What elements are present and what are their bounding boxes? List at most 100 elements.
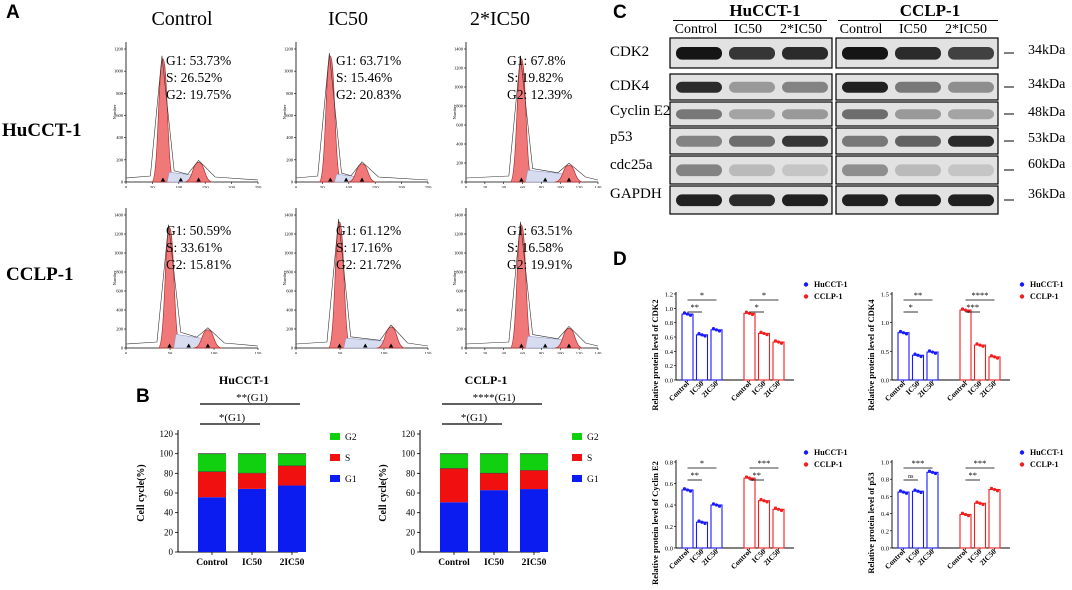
legend-label: CCLP-1 [1030, 460, 1058, 469]
gate-marker [167, 343, 172, 348]
y-tick-label: 0.6 [665, 481, 674, 488]
x-tick-label: 150 [425, 351, 433, 354]
y-tick-label: 800 [286, 270, 294, 275]
data-point [916, 353, 920, 357]
data-point [688, 313, 693, 317]
bar-g2 [480, 453, 508, 474]
blot-band [842, 164, 888, 177]
kda-label-cdk2: 34kDa [1028, 43, 1066, 58]
legend-label: G2 [345, 433, 357, 443]
stat-g2: G2: 20.83% [336, 87, 402, 102]
g1-peak [509, 58, 533, 183]
row-head-cclp1: CCLP-1 [6, 264, 74, 285]
stat-g1: G1: 50.59% [166, 223, 232, 238]
protein-label-gapdh: GAPDH [610, 186, 662, 202]
bar-hucct-1 [695, 334, 709, 381]
lane-label-2ic50-1: 2*IC50 [780, 22, 822, 37]
legend-label: S [587, 454, 592, 464]
significance-label: ****(G1) [473, 392, 516, 404]
legend-marker [803, 450, 809, 455]
legend-label: HuCCT-1 [1030, 448, 1064, 457]
data-point [898, 489, 903, 493]
y-tick-label: 1.0 [881, 320, 889, 327]
bar-g1 [440, 502, 468, 552]
y-tick-label: 600 [116, 113, 124, 118]
legend-marker [803, 462, 809, 467]
data-point [927, 469, 932, 473]
y-tick-label: 40 [164, 508, 174, 518]
fit-envelope [125, 224, 259, 347]
y-tick-label: 1400 [454, 213, 464, 218]
histogram-hucct-1-2: 0 200 400 600 800 1000 1200 1400 0 20 40 60 80 100 120… [452, 42, 602, 188]
blot-band [842, 109, 888, 120]
data-point [989, 486, 994, 490]
x-tick-label: 200 [228, 185, 236, 188]
blot-band [729, 194, 775, 207]
data-point [978, 343, 982, 347]
data-point [904, 491, 909, 495]
y-tick-label: 200 [456, 161, 464, 166]
blot-band [948, 109, 994, 120]
y-tick-label: 80 [164, 468, 174, 478]
gate-marker [363, 343, 368, 348]
legend-swatch-s [330, 454, 340, 461]
bar-s [238, 473, 266, 489]
legend-label: HuCCT-1 [814, 448, 848, 457]
significance-label: ** [969, 470, 978, 480]
data-point [717, 504, 722, 508]
blot-band [782, 109, 828, 120]
gate-marker [519, 343, 524, 348]
g1-peak [151, 58, 175, 183]
bar-cclp-1 [743, 312, 756, 381]
kda-label-cdk4: 34kDa [1028, 77, 1066, 92]
bar-cclp-1 [772, 508, 785, 549]
significance-label: ** [691, 470, 700, 480]
x-tick-label: 20 [483, 351, 488, 354]
data-point [975, 500, 979, 504]
y-tick-label: 20 [164, 527, 174, 537]
y-tick-label: 1200 [454, 232, 464, 237]
g2-peak [347, 163, 377, 183]
fit-envelope [295, 218, 429, 347]
stat-g1: G1: 63.71% [336, 53, 402, 68]
x-tick-label: 2IC50 [700, 547, 720, 567]
x-tick-label: 150 [255, 351, 263, 354]
x-tick-label: 50 [338, 351, 343, 354]
x-tick-label: 2IC50 [916, 379, 936, 399]
data-point [995, 489, 1000, 493]
y-tick-label: 600 [286, 113, 294, 118]
data-point [989, 354, 994, 358]
y-tick-label: 120 [402, 429, 416, 439]
legend-label: G2 [587, 433, 599, 443]
y-tick-label: 0.8 [881, 477, 889, 484]
g2-peak [554, 164, 584, 183]
significance-label: ** [914, 290, 923, 300]
data-point [682, 311, 687, 315]
y-tick-label: 1200 [114, 47, 124, 52]
stat-g1: G1: 67.8% [507, 53, 566, 68]
blot-band [676, 194, 722, 207]
y-tick-label: 0.4 [665, 503, 674, 510]
x-tick-label: 2IC50 [762, 379, 782, 399]
bar-hucct-1 [681, 489, 694, 549]
lane-label-control-1: Control [674, 22, 718, 37]
legend-marker [1019, 294, 1025, 299]
g1-peak [328, 221, 352, 349]
bar-s [520, 470, 548, 490]
data-point [717, 329, 722, 333]
significance-label: *(G1) [461, 412, 488, 424]
y-tick-label: 0 [121, 180, 124, 185]
y-tick-label: 120 [160, 429, 174, 439]
bar-s [278, 465, 306, 486]
significance-label: *** [758, 458, 771, 468]
y-tick-label: 0.8 [665, 460, 673, 467]
stacked-bar-chart-cclp1: CCLP-1 Cell cycle(%) 0 20 40 60 80 100 120 Contro… [378, 373, 599, 568]
dot-bar-chart-cdk4: Relative protein level of CDK4 0.0 0.5 1.0 1… [866, 280, 1064, 411]
blot-band [729, 135, 775, 147]
y-axis-label: Cell cycle(%) [378, 464, 389, 521]
x-tick-label: 2IC50 [762, 547, 782, 567]
x-tick-label: 250 [255, 185, 263, 188]
stat-s: S: 19.82% [507, 70, 564, 85]
data-point [773, 506, 778, 510]
gate-marker [566, 343, 572, 348]
